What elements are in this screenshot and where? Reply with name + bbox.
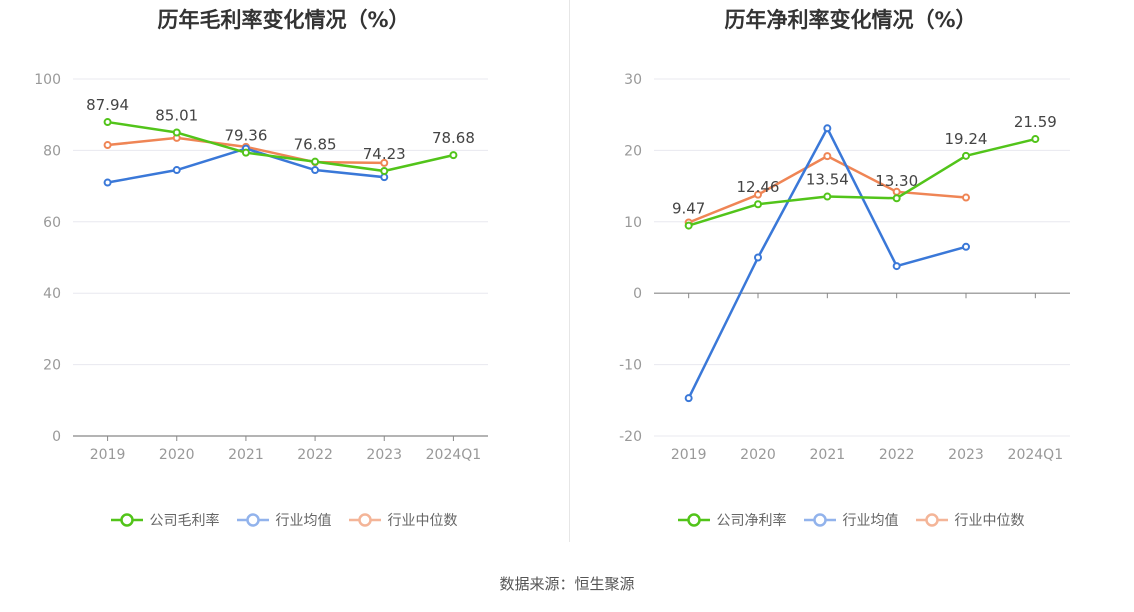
data-point — [754, 190, 762, 199]
data-label: 13.54 — [806, 171, 849, 189]
data-label: 85.01 — [155, 107, 198, 125]
x-tick-label: 2024Q1 — [1008, 447, 1064, 463]
data-label: 21.59 — [1014, 113, 1057, 131]
data-point — [754, 253, 762, 262]
x-tick-label: 2019 — [90, 447, 126, 463]
data-point — [1031, 135, 1040, 144]
data-point — [823, 192, 832, 201]
x-tick-label: 2020 — [159, 447, 195, 463]
data-point — [103, 118, 112, 127]
y-tick-label: 80 — [43, 143, 61, 159]
legend-item-industry-median[interactable]: 行业中位数 — [348, 510, 458, 530]
legend-marker-icon — [236, 513, 269, 527]
data-label: 74.23 — [363, 145, 406, 163]
x-tick-label: 2023 — [948, 447, 984, 463]
y-tick-label: 30 — [624, 72, 642, 88]
y-tick-label: 20 — [43, 358, 61, 374]
data-label: 78.68 — [432, 129, 475, 147]
y-tick-label: 0 — [633, 286, 642, 302]
y-tick-label: 10 — [624, 215, 642, 231]
data-point — [962, 151, 970, 160]
y-tick-label: -10 — [619, 358, 642, 374]
gross-margin-chart-title: 历年毛利率变化情况（%） — [157, 8, 410, 32]
net-margin-chart-panel: 历年净利率变化情况（%） -20 -10 0 10 20 30 2019 2020 2021 20… — [567, 0, 1134, 560]
x-tick-label: 2020 — [740, 447, 776, 463]
gross-margin-legend: 公司毛利率 行业均值 行业中位数 — [0, 510, 567, 530]
data-point — [380, 166, 389, 175]
data-point — [241, 148, 250, 157]
data-point — [311, 166, 320, 175]
data-point — [962, 193, 970, 202]
data-point — [684, 394, 693, 403]
data-point — [103, 141, 112, 150]
x-tick-label: 2022 — [879, 447, 915, 463]
net-margin-chart-title: 历年净利率变化情况（%） — [724, 8, 977, 32]
data-point — [823, 124, 832, 133]
x-tick-label: 2024Q1 — [426, 447, 482, 463]
data-point — [892, 194, 901, 203]
data-label: 87.94 — [86, 96, 129, 114]
legend-label: 公司净利率 — [716, 513, 787, 529]
gross-margin-plot: 0 20 40 60 80 100 2019 2020 2021 2022 2023 2024Q1 87… — [34, 72, 488, 463]
x-tick-label: 2022 — [297, 447, 333, 463]
y-tick-label: 0 — [52, 429, 61, 445]
legend-item-industry-average[interactable]: 行业均值 — [803, 510, 899, 530]
net-margin-plot: -20 -10 0 10 20 30 2019 2020 2021 2022 2023 2024Q1 9… — [619, 72, 1070, 463]
x-tick-label: 2023 — [366, 447, 402, 463]
legend-marker-icon — [348, 513, 381, 527]
legend-item-company-net-margin[interactable]: 公司净利率 — [677, 510, 787, 530]
y-tick-label: 60 — [43, 215, 61, 231]
data-label: 12.46 — [737, 178, 780, 196]
data-point — [380, 158, 389, 167]
data-point — [311, 157, 320, 166]
legend-label: 行业中位数 — [954, 513, 1025, 529]
data-point — [754, 200, 762, 209]
data-label: 76.85 — [294, 136, 337, 154]
data-point — [449, 151, 458, 160]
x-tick-label: 2021 — [228, 447, 264, 463]
y-tick-label: 100 — [34, 72, 61, 88]
data-point — [380, 173, 389, 182]
x-tick-label: 2019 — [671, 447, 707, 463]
data-point — [103, 178, 112, 187]
data-label: 79.36 — [224, 127, 267, 145]
data-point — [892, 262, 901, 271]
data-label: 19.24 — [945, 130, 988, 148]
panel-divider — [569, 0, 570, 542]
y-tick-label: 40 — [43, 286, 61, 302]
data-point — [684, 221, 693, 230]
series-line — [687, 127, 967, 399]
legend-label: 行业均值 — [842, 513, 899, 529]
data-source-footer: 数据来源：恒生聚源 — [499, 575, 635, 593]
gross-margin-chart-panel: 历年毛利率变化情况（%） 0 20 40 60 80 100 2019 2020 2021 202… — [0, 0, 567, 560]
legend-marker-icon — [803, 513, 836, 527]
x-tick-label: 2021 — [810, 447, 846, 463]
legend-label: 公司毛利率 — [149, 513, 220, 529]
legend-marker-icon — [677, 513, 710, 527]
legend-label: 行业均值 — [275, 513, 332, 529]
y-tick-label: -20 — [619, 429, 642, 445]
legend-item-industry-median[interactable]: 行业中位数 — [915, 510, 1025, 530]
data-label: 9.47 — [672, 200, 705, 218]
y-tick-label: 20 — [624, 143, 642, 159]
legend-item-company-gross-margin[interactable]: 公司毛利率 — [110, 510, 220, 530]
data-point — [962, 242, 970, 251]
data-point — [172, 166, 181, 175]
data-label: 13.30 — [875, 172, 918, 190]
legend-marker-icon — [915, 513, 948, 527]
legend-item-industry-average[interactable]: 行业均值 — [236, 510, 332, 530]
net-margin-legend: 公司净利率 行业均值 行业中位数 — [567, 510, 1134, 530]
series-line — [688, 137, 1036, 227]
series-line — [107, 120, 454, 173]
legend-marker-icon — [110, 513, 143, 527]
data-point — [823, 152, 832, 161]
legend-label: 行业中位数 — [387, 513, 458, 529]
data-point — [172, 128, 181, 137]
